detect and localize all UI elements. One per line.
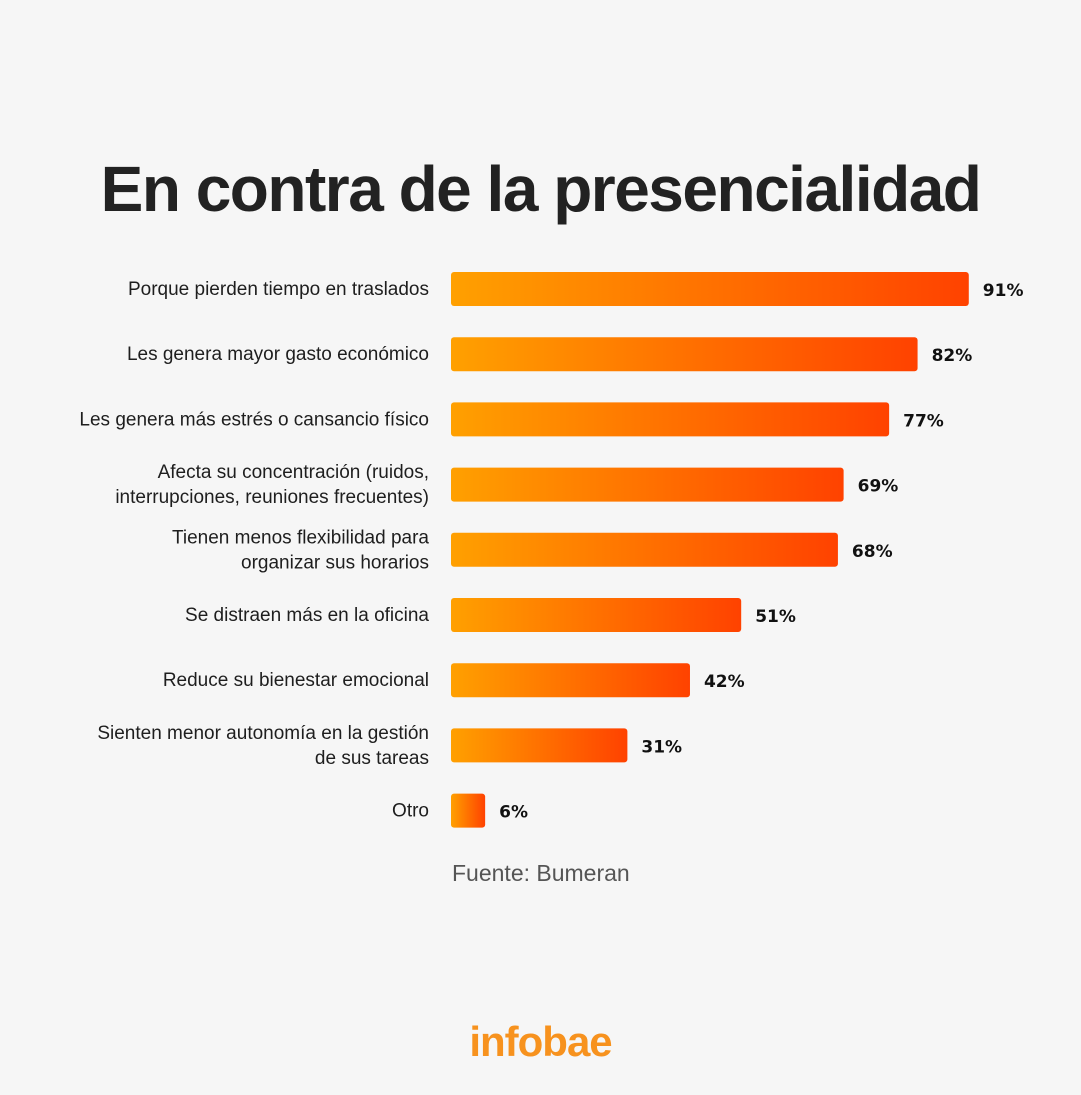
bar [451, 272, 969, 306]
chart-title: En contra de la presencialidad [100, 153, 982, 225]
bar-value-label: 77% [903, 411, 944, 431]
category-label: Les genera más estrés o cansancio físico [79, 409, 429, 430]
category-label: interrupciones, reuniones frecuentes) [115, 487, 429, 508]
category-label: Les genera mayor gasto económico [127, 344, 429, 365]
bar [451, 467, 844, 502]
category-label: Reduce su bienestar emocional [163, 670, 429, 691]
category-label: Tienen menos flexibilidad para [172, 527, 429, 548]
bar-value-label: 91% [983, 281, 1024, 301]
category-label: Otro [392, 801, 429, 822]
bar-value-label: 82% [932, 346, 973, 366]
bar [451, 793, 486, 828]
bars-group: 91% Porque pierden tiempo en traslados 82%… [79, 272, 1023, 828]
category-label: Se distraen más en la oficina [185, 605, 429, 626]
bar-value-label: 31% [641, 737, 682, 757]
category-label: organizar sus horarios [241, 552, 429, 573]
bar [451, 337, 918, 372]
category-label: Sienten menor autonomía en la gestión [97, 723, 429, 744]
bar-value-label: 68% [852, 542, 893, 562]
bar [451, 532, 838, 567]
bar-value-label: 42% [704, 672, 745, 692]
category-label: Afecta su concentración (ruidos, [158, 462, 429, 483]
bar-value-label: 69% [858, 477, 899, 497]
bar-value-label: 6% [499, 803, 528, 823]
bar [451, 663, 690, 698]
bar [451, 402, 890, 437]
category-label: Porque pierden tiempo en traslados [128, 279, 429, 300]
category-label: de sus tareas [315, 748, 429, 769]
bar [451, 598, 742, 632]
infobae-logo: infobae [469, 1018, 612, 1065]
bar-value-label: 51% [755, 607, 796, 627]
source-note: Fuente: Bumeran [452, 860, 630, 886]
bar [451, 728, 628, 763]
